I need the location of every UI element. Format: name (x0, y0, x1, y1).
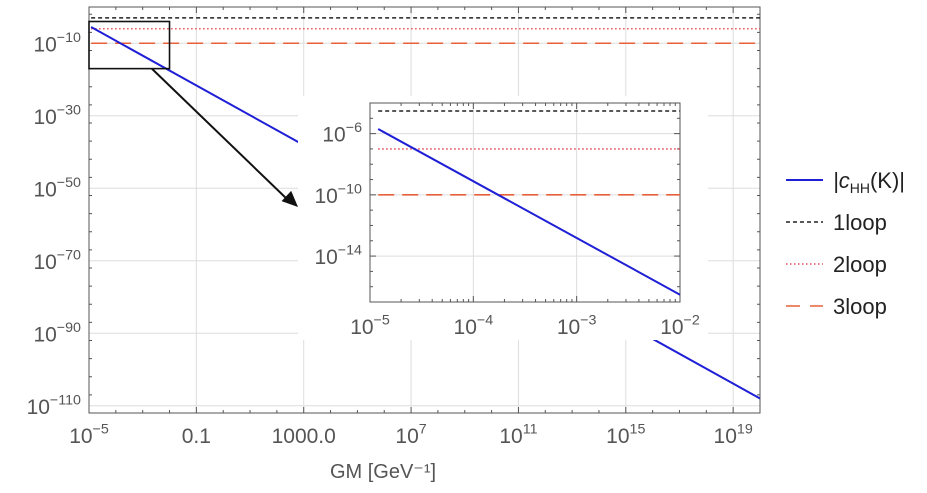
x-tick-label: 1000.0 (272, 425, 336, 448)
x-tick-labels: 10−5 0.1 1000.0 107 1011 1015 1019 (69, 422, 753, 448)
inset-x-tick-label: 10−5 (350, 313, 390, 339)
x-tick-label: 10−5 (69, 422, 109, 448)
inset-background (298, 96, 708, 340)
y-tick-label: 10−110 (27, 392, 81, 418)
legend-item-c: |cHH(K)| (786, 168, 905, 196)
inset-y-tick-label: 10−10 (314, 181, 362, 207)
legend-item-2: 2loop (786, 252, 887, 277)
y-tick-label: 10−30 (33, 102, 81, 128)
legend-label: 1loop (833, 210, 887, 235)
axis-ticks (88, 7, 761, 414)
inset-frame (369, 102, 681, 303)
legend-label: |cHH(K)| (833, 168, 905, 196)
zoom-box (88, 20, 171, 70)
zoom-arrow-head (281, 190, 298, 207)
y-tick-label: 10−90 (33, 320, 81, 346)
inset-y-tick-labels: 10−6 10−10 10−14 (314, 120, 362, 269)
x-tick-label: 1015 (606, 422, 645, 448)
inset-x-tick-label: 10−2 (660, 313, 700, 339)
y-tick-label: 10−50 (33, 175, 81, 201)
x-tick-label: 1011 (499, 422, 537, 448)
inset-y-tick-label: 10−6 (322, 120, 362, 146)
inset-series-lines (377, 110, 681, 296)
x-tick-label: 1019 (714, 422, 753, 448)
y-tick-label: 10−70 (33, 247, 81, 273)
x-axis-title: GM [GeV⁻¹] (330, 461, 436, 483)
x-tick-label: 0.1 (182, 425, 211, 448)
zoom-arrow (151, 67, 289, 201)
inset-axis-ticks (369, 102, 681, 303)
plot-frame (88, 6, 761, 414)
legend-label: 2loop (833, 252, 887, 277)
x-tick-label: 107 (395, 422, 426, 448)
y-tick-label: 10−10 (33, 30, 81, 56)
legend: |cHH(K)| 1loop 2loop 3loop (786, 168, 905, 319)
legend-item-3: 3loop (786, 294, 887, 319)
inset-series-line-chhk (377, 128, 681, 296)
inset-x-tick-label: 10−3 (557, 313, 597, 339)
inset-x-tick-label: 10−4 (454, 313, 494, 339)
inset-x-tick-labels: 10−5 10−4 10−3 10−2 (350, 313, 700, 339)
legend-item-1: 1loop (786, 210, 887, 235)
y-tick-labels: 10−10 10−30 10−50 10−70 10−90 10−110 (27, 30, 81, 419)
inset-y-tick-label: 10−14 (314, 243, 362, 269)
zoom-indicator (88, 20, 298, 207)
inset-plot: 10−5 10−4 10−3 10−2 10−6 10−10 10−14 (298, 96, 708, 340)
legend-label: 3loop (833, 294, 887, 319)
